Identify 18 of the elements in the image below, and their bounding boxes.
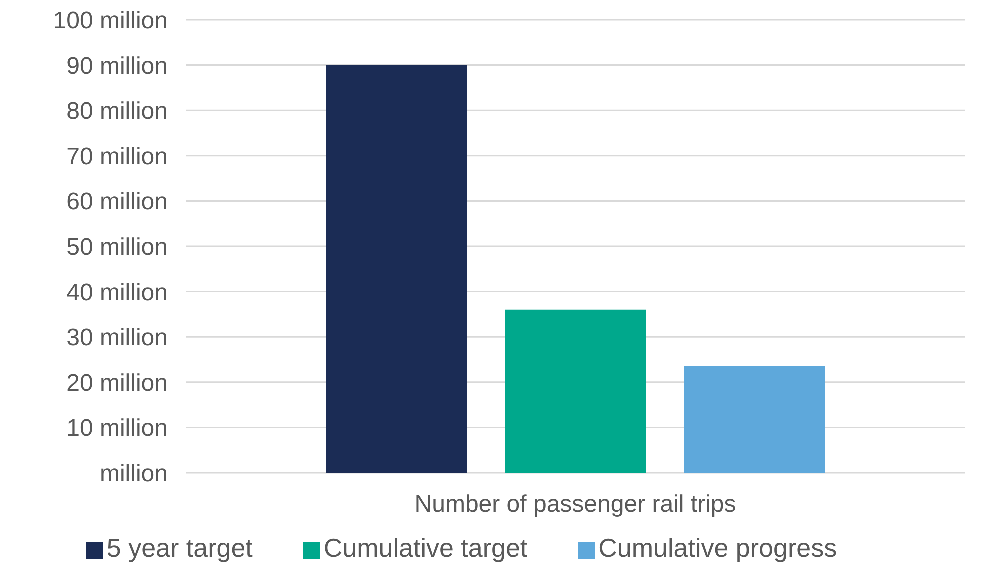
y-tick-label: 30 million [66,324,168,352]
x-tick-label: Number of passenger rail trips [414,491,736,518]
y-tick-label: 20 million [66,370,168,397]
y-tick-label: 100 million [53,8,168,35]
y-tick-label: 90 million [66,52,168,80]
y-tick-label: 50 million [66,234,168,262]
y-tick-label: 10 million [66,415,168,442]
bar [326,65,468,473]
bar [505,310,646,473]
y-tick-label: 80 million [66,98,168,126]
legend-label: Cumulative progress [598,533,838,563]
bar [684,366,826,473]
y-tick-label: 70 million [66,143,168,170]
y-tick-label: 40 million [66,279,168,306]
legend-label: Cumulative target [324,533,528,563]
y-tick-label: 60 million [66,188,168,216]
y-tick-label: million [100,460,168,488]
legend-label: 5 year target [106,533,253,563]
